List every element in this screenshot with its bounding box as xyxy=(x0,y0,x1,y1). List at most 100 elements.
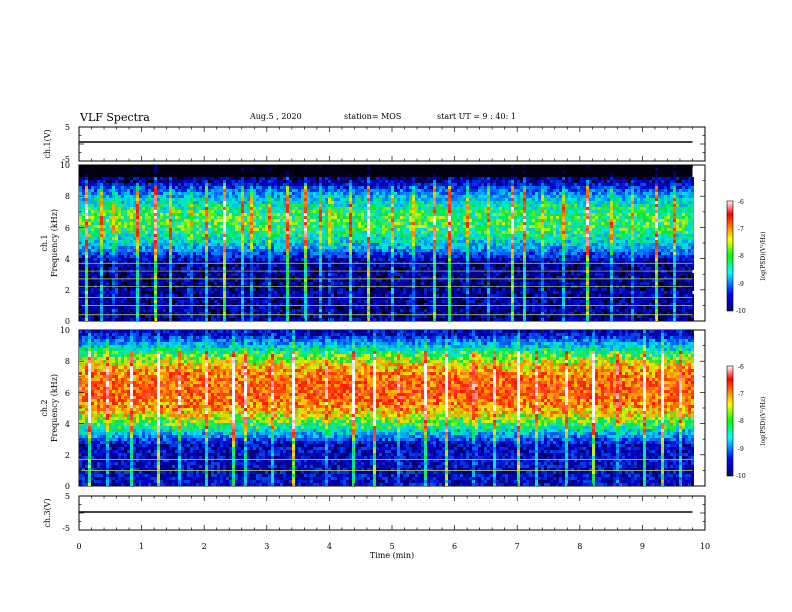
spectrogram-cell xyxy=(208,225,211,228)
spectrogram-cell xyxy=(379,252,382,255)
spectrogram-cell xyxy=(241,309,244,312)
spectrogram-cell xyxy=(319,237,322,240)
spectrogram-cell xyxy=(325,177,328,180)
spectrogram-cell xyxy=(196,318,199,321)
spectrogram-cell xyxy=(340,201,343,204)
spectrogram-cell xyxy=(316,261,319,264)
spectrogram-cell xyxy=(379,225,382,228)
spectrogram-cell xyxy=(85,192,88,195)
spectrogram-cell xyxy=(187,297,190,300)
spectrogram-cell xyxy=(100,210,103,213)
spectrogram-cell xyxy=(154,288,157,291)
spectrogram-cell xyxy=(316,186,319,189)
spectrogram-cell xyxy=(187,186,190,189)
spectrogram-cell xyxy=(250,315,253,318)
spectrogram-cell xyxy=(337,210,340,213)
spectrogram-cell xyxy=(295,180,298,183)
spectrogram-cell xyxy=(187,279,190,282)
spectrogram-cell xyxy=(274,294,277,297)
spectrogram-cell xyxy=(340,318,343,321)
spectrogram-cell xyxy=(226,273,229,276)
spectrogram-cell xyxy=(136,192,139,195)
spectrogram-cell xyxy=(250,192,253,195)
spectrogram-cell xyxy=(334,276,337,279)
spectrogram-cell xyxy=(385,240,388,243)
spectrogram-cell xyxy=(184,219,187,222)
spectrogram-cell xyxy=(79,252,82,255)
spectrogram-cell xyxy=(169,231,172,234)
spectrogram-cell xyxy=(124,312,127,315)
spectrogram-cell xyxy=(307,291,310,294)
spectrogram-cell xyxy=(82,228,85,231)
spectrogram-cell xyxy=(388,255,391,258)
spectrogram-cell xyxy=(226,306,229,309)
spectrogram-cell xyxy=(310,276,313,279)
spectrogram-cell xyxy=(91,207,94,210)
spectrogram-cell xyxy=(151,306,154,309)
spectrogram-cell xyxy=(259,189,262,192)
spectrogram-cell xyxy=(268,204,271,207)
spectrogram-cell xyxy=(157,186,160,189)
spectrogram-cell xyxy=(406,207,409,210)
spectrogram-cell xyxy=(172,264,175,267)
spectrogram-cell xyxy=(142,270,145,273)
spectrogram-cell xyxy=(361,222,364,225)
spectrogram-cell xyxy=(103,300,106,303)
spectrogram-cell xyxy=(247,303,250,306)
spectrogram-cell xyxy=(301,204,304,207)
spectrogram-cell xyxy=(139,252,142,255)
spectrogram-cell xyxy=(202,255,205,258)
spectrogram-cell xyxy=(406,201,409,204)
spectrogram-cell xyxy=(319,210,322,213)
spectrogram-cell xyxy=(388,210,391,213)
spectrogram-cell xyxy=(106,282,109,285)
spectrogram-cell xyxy=(244,303,247,306)
spectrogram-cell xyxy=(313,204,316,207)
spectrogram-cell xyxy=(118,297,121,300)
spectrogram-cell xyxy=(127,198,130,201)
spectrogram-cell xyxy=(136,204,139,207)
spectrogram-cell xyxy=(262,240,265,243)
spectrogram-cell xyxy=(169,189,172,192)
spectrogram-cell xyxy=(91,300,94,303)
spectrogram-cell xyxy=(121,243,124,246)
spectrogram-cell xyxy=(256,306,259,309)
spectrogram-cell xyxy=(139,192,142,195)
spectrogram-cell xyxy=(340,198,343,201)
spectrogram-cell xyxy=(247,237,250,240)
spectrogram-cell xyxy=(364,210,367,213)
spectrogram-cell xyxy=(286,234,289,237)
spectrogram-cell xyxy=(193,201,196,204)
date-label: Aug.5 , 2020 xyxy=(250,112,302,121)
spectrogram-cell xyxy=(145,234,148,237)
spectrogram-cell xyxy=(322,204,325,207)
spectrogram-cell xyxy=(205,207,208,210)
spectrogram-cell xyxy=(406,294,409,297)
spectrogram-cell xyxy=(127,255,130,258)
spectrogram-cell xyxy=(190,237,193,240)
spectrogram-cell xyxy=(400,312,403,315)
spectrogram-cell xyxy=(133,231,136,234)
spectrogram-cell xyxy=(310,258,313,261)
spectrogram-cell xyxy=(283,246,286,249)
spectrogram-cell xyxy=(286,219,289,222)
spectrogram-cell xyxy=(334,267,337,270)
spectrogram-cell xyxy=(352,291,355,294)
spectrogram-cell xyxy=(112,201,115,204)
spectrogram-cell xyxy=(79,183,82,186)
spectrogram-cell xyxy=(253,234,256,237)
spectrogram-cell xyxy=(232,234,235,237)
spectrogram-cell xyxy=(163,246,166,249)
spectrogram-cell xyxy=(361,180,364,183)
spectrogram-cell xyxy=(277,264,280,267)
spectrogram-cell xyxy=(187,276,190,279)
spectrogram-cell xyxy=(190,210,193,213)
spectrogram-cell xyxy=(382,249,385,252)
spectrogram-cell xyxy=(331,315,334,318)
spectrogram-cell xyxy=(199,180,202,183)
spectrogram-cell xyxy=(253,195,256,198)
spectrogram-cell xyxy=(400,234,403,237)
spectrogram-cell xyxy=(238,297,241,300)
spectrogram-cell xyxy=(292,198,295,201)
spectrogram-cell xyxy=(262,294,265,297)
